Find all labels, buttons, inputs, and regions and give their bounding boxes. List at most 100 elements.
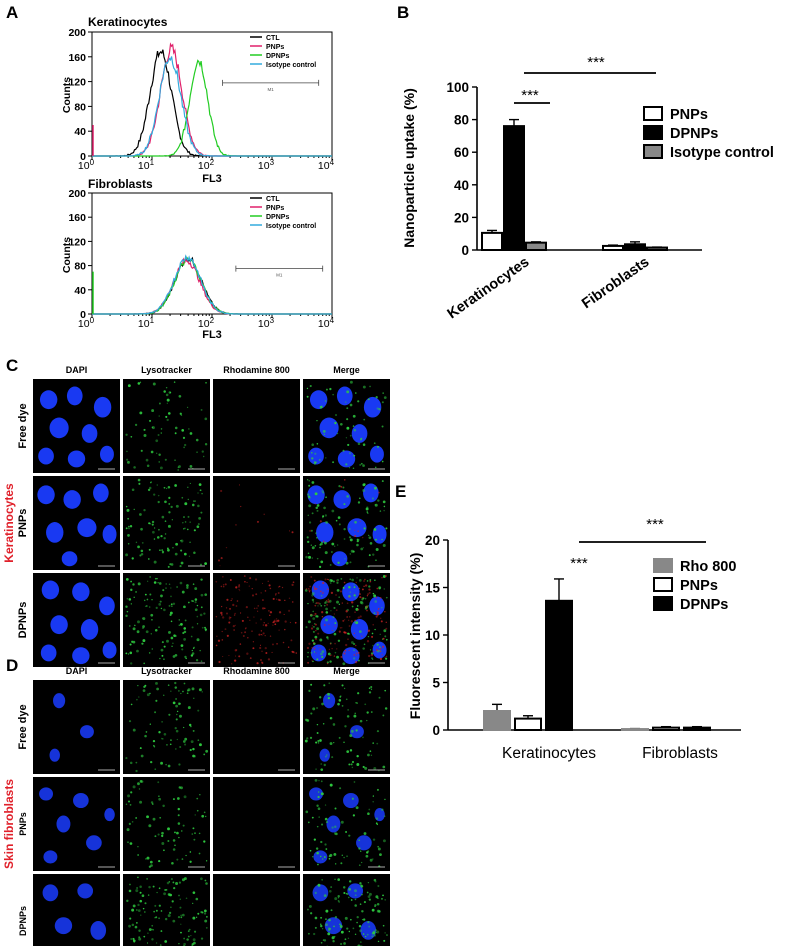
lysosome-dot [129,842,133,845]
lysosome-dot [350,918,352,921]
lysosome-dot [148,606,151,608]
lysosome-dot [339,696,342,698]
rhodamine-dot [363,585,365,588]
lysosome-dot [314,545,317,547]
lysosome-dot [175,748,177,750]
lysosome-dot [315,506,318,510]
rhodamine-dot [226,598,229,601]
lysosome-dot [325,923,328,927]
lysosome-dot [128,625,131,627]
lysosome-dot [153,493,156,496]
lysosome-dot [382,924,385,927]
lysosome-dot [329,853,333,857]
lysosome-dot [170,906,172,908]
lysosome-dot [170,587,172,589]
lysosome-dot [368,808,371,811]
lysosome-dot [343,538,346,540]
lysosome-dot [363,901,366,904]
lysosome-dot [369,858,373,862]
lysosome-dot [333,925,335,928]
lysosome-dot [192,902,194,904]
rhodamine-dot [258,633,261,636]
lysosome-dot [316,825,319,828]
significance-stars: *** [587,54,605,71]
lysosome-dot [321,823,324,826]
legend-label: Isotype control [266,62,316,69]
lysosome-dot [320,542,323,546]
lysosome-dot [375,396,378,399]
lysosome-dot [325,821,329,824]
lysosome-dot [343,942,346,945]
lysosome-dot [126,610,129,613]
nucleus [49,417,69,439]
lysosome-dot [166,418,169,422]
lysosome-dot [357,692,360,695]
lysosome-dot [149,860,153,864]
lysosome-dot [147,558,150,560]
lysosome-dot [375,559,377,562]
lysosome-dot [152,530,155,534]
rhodamine-dot [220,585,223,588]
y-tick-label: 200 [68,27,86,39]
lysosome-dot [140,449,143,452]
lysosome-dot [192,747,195,751]
lysosome-dot [355,392,357,394]
lysosome-dot [315,741,318,744]
rhodamine-dot [315,588,318,590]
lysosome-dot [135,889,139,893]
lysosome-dot [323,763,326,767]
lysosome-dot [377,845,379,848]
rhodamine-dot [267,658,271,661]
lysosome-dot [171,861,174,865]
lysosome-dot [345,561,349,565]
lysosome-dot [154,628,158,632]
lysosome-dot [348,834,351,837]
lysosome-dot [169,613,172,617]
lysosome-dot [143,599,146,602]
lysosome-dot [360,601,364,605]
lysosome-dot [197,504,200,508]
lysosome-dot [311,512,314,515]
lysosome-dot [185,897,188,900]
micrograph-lysotracker [123,874,210,946]
lysosome-dot [168,511,171,514]
rhodamine-dot [233,614,236,616]
lysosome-dot [174,686,178,689]
lysosome-dot [180,914,183,917]
rhodamine-dot [277,592,280,594]
lysosome-dot [157,434,160,437]
lysosome-dot [178,836,180,839]
lysosome-dot [373,612,376,615]
rhodamine-dot [290,639,293,642]
lysosome-dot [329,742,333,745]
lysosome-dot [177,469,179,471]
lysosome-dot [130,588,133,592]
lysosome-dot [347,937,350,940]
rhodamine-dot [335,594,337,596]
rhodamine-dot [326,599,328,602]
column-header: Rhodamine 800 [223,666,290,676]
nucleus [72,582,90,602]
nucleus [90,921,107,940]
lysosome-dot [306,536,309,539]
micrograph-background [303,680,390,774]
lysosome-dot [307,651,309,654]
rhodamine-dot [378,491,380,494]
lysosome-dot [149,692,151,695]
lysosome-dot [164,500,167,504]
lysosome-dot [325,521,329,524]
rhodamine-dot [251,594,255,597]
lysosome-dot [320,840,323,844]
y-tick-label: 80 [74,101,86,113]
lysosome-dot [327,652,331,656]
rhodamine-dot [233,629,236,631]
nucleus [43,850,58,864]
lysosome-dot [310,912,313,915]
lysosome-dot [163,645,166,648]
lysosome-dot [165,386,168,389]
rhodamine-dot [251,588,253,590]
rhodamine-dot [218,660,221,664]
lysosome-dot [309,736,313,739]
lysosome-dot [359,903,362,905]
lysosome-dot [352,467,355,469]
